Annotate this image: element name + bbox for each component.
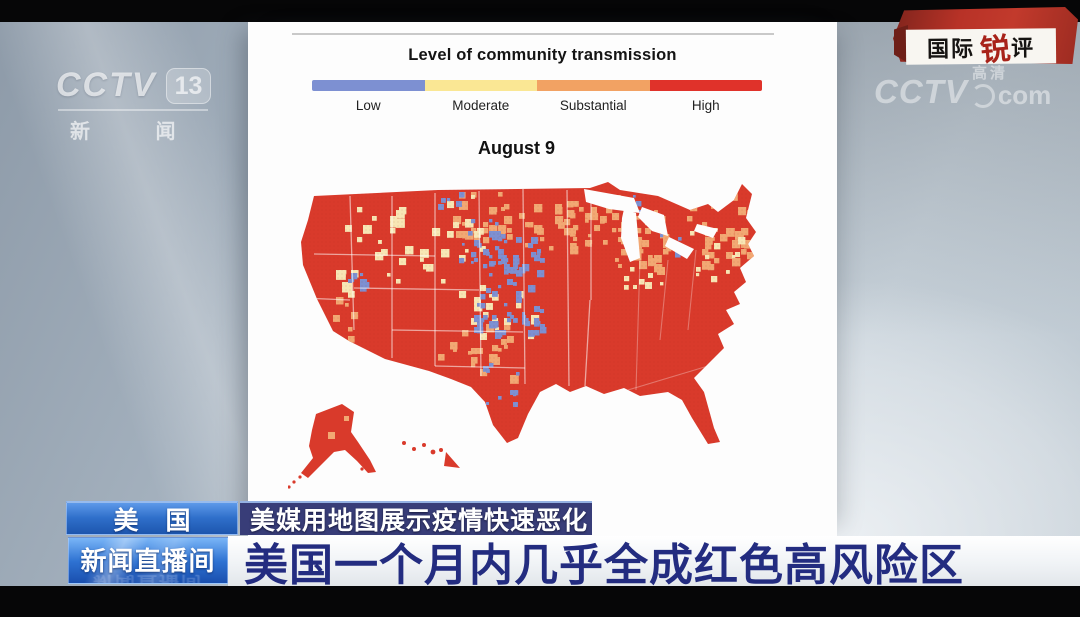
program-name-reflection: 新闻直播间 [93, 572, 203, 584]
panel-top-rule [292, 33, 774, 35]
legend-seg-3 [649, 80, 762, 91]
cctvcom-ring-icon [970, 84, 995, 108]
legend-label-substantial: Substantial [559, 98, 627, 113]
intl-sharp-commentary-badge: 国际 锐 评 [893, 5, 1080, 68]
banner-tag-text: 美 国 [113, 506, 201, 535]
legend-label-moderate: Moderate [452, 98, 510, 113]
cctv13-logo-subtitle: 新 闻 [70, 121, 206, 143]
badge-text-suffix: 评 [1010, 34, 1036, 61]
legend-title: Level of community transmission [408, 46, 677, 64]
badge-face: 国际 锐 评 [905, 28, 1057, 68]
legend-seg-0 [312, 80, 425, 91]
legend-label-high: High [691, 98, 720, 113]
legend-seg-2 [537, 80, 650, 91]
letterbox-bar-top [0, 0, 1080, 22]
banner-subtitle-text: 美媒用地图展示疫情快速恶化 [250, 507, 589, 535]
badge-text-prefix: 国际 [926, 35, 976, 62]
badge-fold-shadow [894, 25, 908, 63]
legend-color-bar [312, 80, 762, 91]
figure-panel: Level of community transmission Low Mode… [248, 22, 837, 536]
cctv13-logo: CCTV 13 新 闻 [56, 66, 212, 144]
us-map-container [287, 180, 788, 500]
map-date-title: August 9 [477, 138, 555, 158]
legend-label-low: Low [355, 98, 381, 113]
cctv13-logo-number: 13 [165, 67, 212, 104]
cctvcom-watermark: 高清 CCTV com [874, 65, 1052, 110]
letterbox-bar-bottom [0, 586, 1080, 617]
cctvcom-cctv-text: CCTV [874, 73, 968, 110]
banner-subtitle-box: 美媒用地图展示疫情快速恶化 [240, 501, 592, 535]
program-name-text: 新闻直播间 [80, 546, 216, 576]
program-name-box: 新闻直播间 新闻直播间 [68, 537, 228, 584]
cctvcom-com-text: com [997, 80, 1052, 110]
cctv13-logo-divider [58, 109, 208, 111]
legend-labels: Low Moderate Substantial High [312, 98, 762, 113]
badge-text-accent: 锐 [978, 31, 1012, 68]
legend-seg-1 [424, 80, 537, 91]
banner-tag-box: 美 国 [66, 501, 238, 535]
headline-bar: 美国一个月内几乎全成红色高风险区 [228, 536, 1080, 590]
program-box-gloss [69, 538, 227, 583]
cctv13-logo-text: CCTV [56, 66, 157, 104]
us-map [287, 182, 756, 489]
headline-text: 美国一个月内几乎全成红色高风险区 [244, 541, 964, 590]
